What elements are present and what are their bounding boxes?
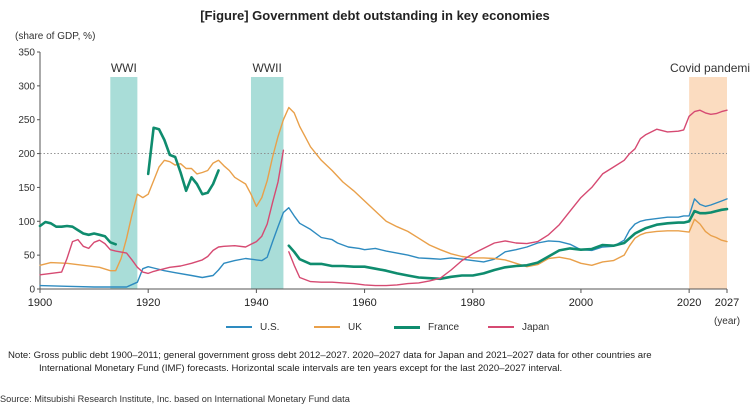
chart-title: [Figure] Government debt outstanding in … [200, 8, 550, 23]
y-axis-label: (share of GDP, %) [15, 31, 96, 42]
shaded-period-label-2: Covid pandemic [670, 61, 750, 75]
legend-item-france: France [394, 322, 459, 333]
y-tick-label-5: 250 [18, 115, 35, 126]
legend-item-us: U.S. [226, 322, 279, 333]
legend-item-japan: Japan [488, 322, 549, 333]
legend-label-france: France [428, 322, 460, 333]
note-line-2: International Monetary Fund (IMF) foreca… [39, 362, 563, 374]
series-line-japan-1 [288, 109, 728, 287]
legend-label-us: U.S. [260, 322, 280, 333]
x-tick-label-6: 2020 [677, 297, 701, 309]
y-tick-label-4: 200 [18, 149, 35, 160]
legend-label-uk: UK [348, 322, 362, 333]
note-label: Note: [8, 350, 31, 361]
series-line-japan-0 [39, 149, 285, 276]
x-tick-label-5: 2000 [569, 297, 593, 309]
legend-swatch-france [394, 325, 420, 329]
x-tick-label-4: 1980 [461, 297, 485, 309]
x-axis-label: (year) [714, 316, 740, 327]
series-line-france-0 [38, 220, 117, 246]
series-line-france-1 [146, 126, 220, 196]
series-line-uk-0 [39, 106, 728, 272]
y-tick-label-6: 300 [18, 81, 35, 92]
legend-swatch-us [226, 326, 252, 329]
shaded-period-0 [110, 77, 138, 289]
series-line-france-2 [287, 207, 729, 281]
chart-plot: 0 50 100 150 200 250 300 350 1900 1920 1940 1960 198… [18, 48, 750, 328]
chart-note: Note: Gross public debt 1900–2011; gener… [8, 350, 744, 375]
shaded-period-label-0: WWI [111, 61, 137, 75]
source-note: Source: Mitsubishi Research Institute, I… [0, 394, 350, 404]
y-tick-label-0: 0 [29, 285, 35, 296]
y-tick-label-7: 350 [18, 48, 35, 59]
legend-swatch-uk [314, 326, 340, 329]
shaded-period-label-1: WWII [253, 61, 282, 75]
legend-item-uk: UK [314, 322, 362, 333]
shaded-period-2 [689, 77, 727, 289]
note-line-1: Gross public debt 1900–2011; general gov… [33, 350, 652, 361]
x-tick-label-7: 2027 [715, 297, 739, 309]
x-tick-label-3: 1960 [352, 297, 376, 309]
legend-swatch-japan [488, 326, 514, 329]
legend-label-japan: Japan [522, 322, 550, 333]
x-tick-label-1: 1920 [136, 297, 160, 309]
y-tick-label-2: 100 [18, 217, 35, 228]
y-tick-label-3: 150 [18, 183, 35, 194]
x-tick-label-2: 1940 [244, 297, 268, 309]
y-tick-label-1: 50 [24, 251, 36, 262]
series-line-us-0 [39, 198, 728, 288]
x-tick-label-0: 1900 [28, 297, 52, 309]
